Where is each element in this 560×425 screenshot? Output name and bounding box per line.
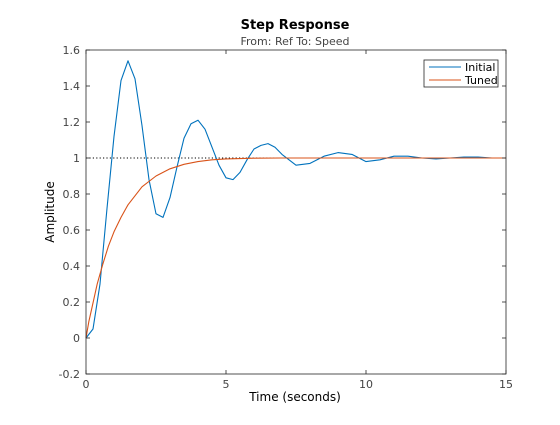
legend-box bbox=[423, 59, 499, 88]
y-tick-label: 1.2 bbox=[63, 116, 81, 129]
x-tick-label: 15 bbox=[499, 378, 513, 391]
y-tick-label: 0.2 bbox=[63, 296, 81, 309]
y-tick-label: 1.6 bbox=[63, 44, 81, 57]
y-tick-label: 1 bbox=[73, 152, 80, 165]
x-tick-label: 5 bbox=[223, 378, 230, 391]
x-tick-label: 0 bbox=[83, 378, 90, 391]
chart-subtitle: From: Ref To: Speed bbox=[240, 35, 349, 48]
y-axis-title: Amplitude bbox=[43, 181, 57, 243]
plot-area bbox=[86, 50, 506, 374]
y-tick-label: 0.4 bbox=[63, 260, 81, 273]
x-tick-label: 10 bbox=[359, 378, 373, 391]
series-line-tuned bbox=[85, 157, 506, 339]
y-tick-label: 1.4 bbox=[63, 80, 81, 93]
y-tick-label: 0.6 bbox=[63, 224, 81, 237]
y-tick-label: -0.2 bbox=[59, 368, 80, 381]
legend: Initial Tuned bbox=[423, 59, 499, 88]
x-axis-title: Time (seconds) bbox=[248, 390, 341, 404]
series-line-initial bbox=[85, 60, 506, 339]
chart-title: Step Response bbox=[241, 18, 350, 33]
legend-label-initial: Initial bbox=[465, 61, 495, 74]
y-tick-label: 0.8 bbox=[63, 188, 81, 201]
legend-label-tuned: Tuned bbox=[464, 74, 498, 87]
plot-frame bbox=[85, 49, 507, 375]
y-tick-label: 0 bbox=[73, 332, 80, 345]
